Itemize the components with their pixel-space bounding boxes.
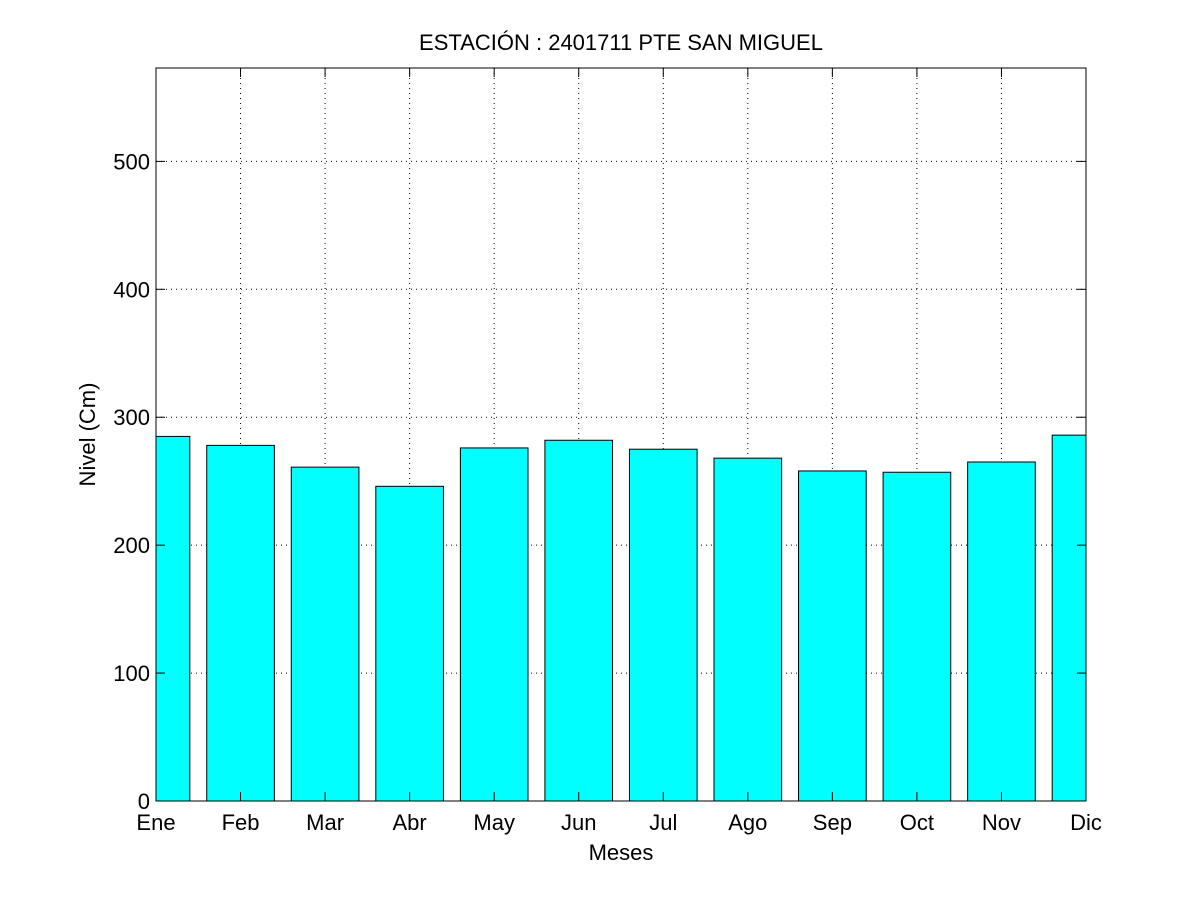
x-tick-label: Jun xyxy=(561,810,596,835)
x-tick-label: Mar xyxy=(306,810,344,835)
y-tick-label: 500 xyxy=(113,149,150,174)
bar-may xyxy=(459,447,529,801)
bar-oct xyxy=(882,471,952,801)
axis-ticks xyxy=(155,68,1087,802)
bar-mar xyxy=(290,466,360,801)
bar-feb xyxy=(206,444,275,801)
bars xyxy=(156,434,1086,801)
bar-ago xyxy=(713,457,783,801)
x-tick-label: Abr xyxy=(393,810,427,835)
bar-nov xyxy=(967,461,1036,801)
bar-sep xyxy=(798,470,867,801)
y-tick-labels: 0 100 200 300 400 500 xyxy=(113,149,150,814)
x-tick-label: Dic xyxy=(1070,810,1102,835)
x-tick-label: Ago xyxy=(728,810,767,835)
bar-abr xyxy=(375,485,444,801)
x-tick-label: Ene xyxy=(136,810,175,835)
x-tick-label: Jul xyxy=(649,810,677,835)
y-tick-label: 0 xyxy=(138,789,150,814)
x-tick-labels: Ene Feb Mar Abr May Jun Jul Ago Sep Oct Nov Dic xyxy=(136,810,1101,835)
x-tick-label: Feb xyxy=(222,810,260,835)
chart-title: ESTACIÓN : 2401711 PTE SAN MIGUEL xyxy=(419,30,823,55)
x-axis-title: Meses xyxy=(589,840,654,865)
y-tick-label: 300 xyxy=(113,405,150,430)
x-tick-label: May xyxy=(473,810,515,835)
y-tick-label: 100 xyxy=(113,661,150,686)
bar-jun xyxy=(544,439,614,801)
bar-dic xyxy=(1051,434,1086,801)
x-tick-label: Sep xyxy=(813,810,852,835)
plot-frame xyxy=(155,67,1087,802)
y-tick-label: 200 xyxy=(113,533,150,558)
y-tick-label: 400 xyxy=(113,277,150,302)
x-tick-label: Nov xyxy=(982,810,1021,835)
bar-jul xyxy=(628,448,698,801)
y-axis-title: Nivel (Cm) xyxy=(75,383,100,487)
x-tick-label: Oct xyxy=(900,810,934,835)
bar-ene xyxy=(156,435,191,801)
